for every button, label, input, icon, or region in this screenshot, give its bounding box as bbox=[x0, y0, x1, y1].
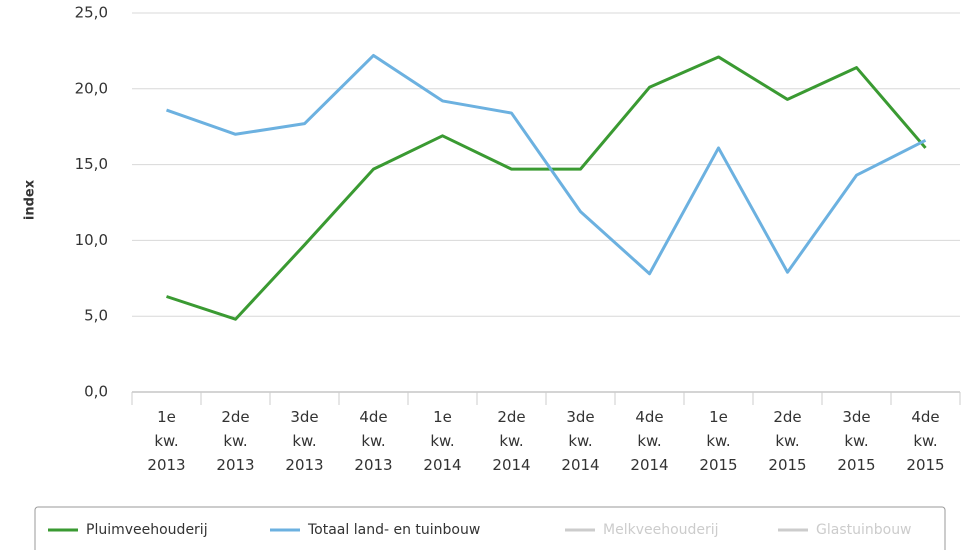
legend-label[interactable]: Totaal land- en tuinbouw bbox=[307, 522, 480, 538]
x-tick-label: 4de kw. 2013 bbox=[354, 408, 392, 474]
x-tick-label: 3de kw. 2015 bbox=[837, 408, 875, 474]
x-tick-label: 1e kw. 2014 bbox=[423, 408, 461, 474]
y-tick-label: 20,0 bbox=[75, 79, 108, 97]
x-tick-label: 2de kw. 2015 bbox=[768, 408, 806, 474]
x-tick-label: 1e kw. 2013 bbox=[147, 408, 185, 474]
legend-label[interactable]: Melkveehouderij bbox=[603, 522, 719, 538]
y-axis-label: index bbox=[23, 179, 38, 220]
x-tick-label: 4de kw. 2014 bbox=[630, 408, 668, 474]
x-tick-label: 4de kw. 2015 bbox=[906, 408, 944, 474]
x-tick-label: 2de kw. 2013 bbox=[216, 408, 254, 474]
x-tick-label: 3de kw. 2014 bbox=[561, 408, 599, 474]
y-tick-label: 10,0 bbox=[75, 231, 108, 249]
y-tick-label: 15,0 bbox=[75, 155, 108, 173]
x-tick-label: 2de kw. 2014 bbox=[492, 408, 530, 474]
x-tick-label: 3de kw. 2013 bbox=[285, 408, 323, 474]
legend-box bbox=[34, 506, 946, 550]
x-tick-label: 1e kw. 2015 bbox=[699, 408, 737, 474]
legend: Pluimveehouderij Totaal land- en tuinbouw… bbox=[48, 522, 912, 538]
legend-label[interactable]: Pluimveehouderij bbox=[86, 522, 208, 538]
series-line bbox=[166, 53, 927, 276]
y-tick-label: 5,0 bbox=[84, 307, 108, 325]
y-tick-label: 0,0 bbox=[84, 383, 108, 401]
series-line bbox=[166, 55, 927, 321]
y-tick-label: 25,0 bbox=[75, 4, 108, 22]
legend-label[interactable]: Glastuinbouw bbox=[816, 522, 912, 538]
